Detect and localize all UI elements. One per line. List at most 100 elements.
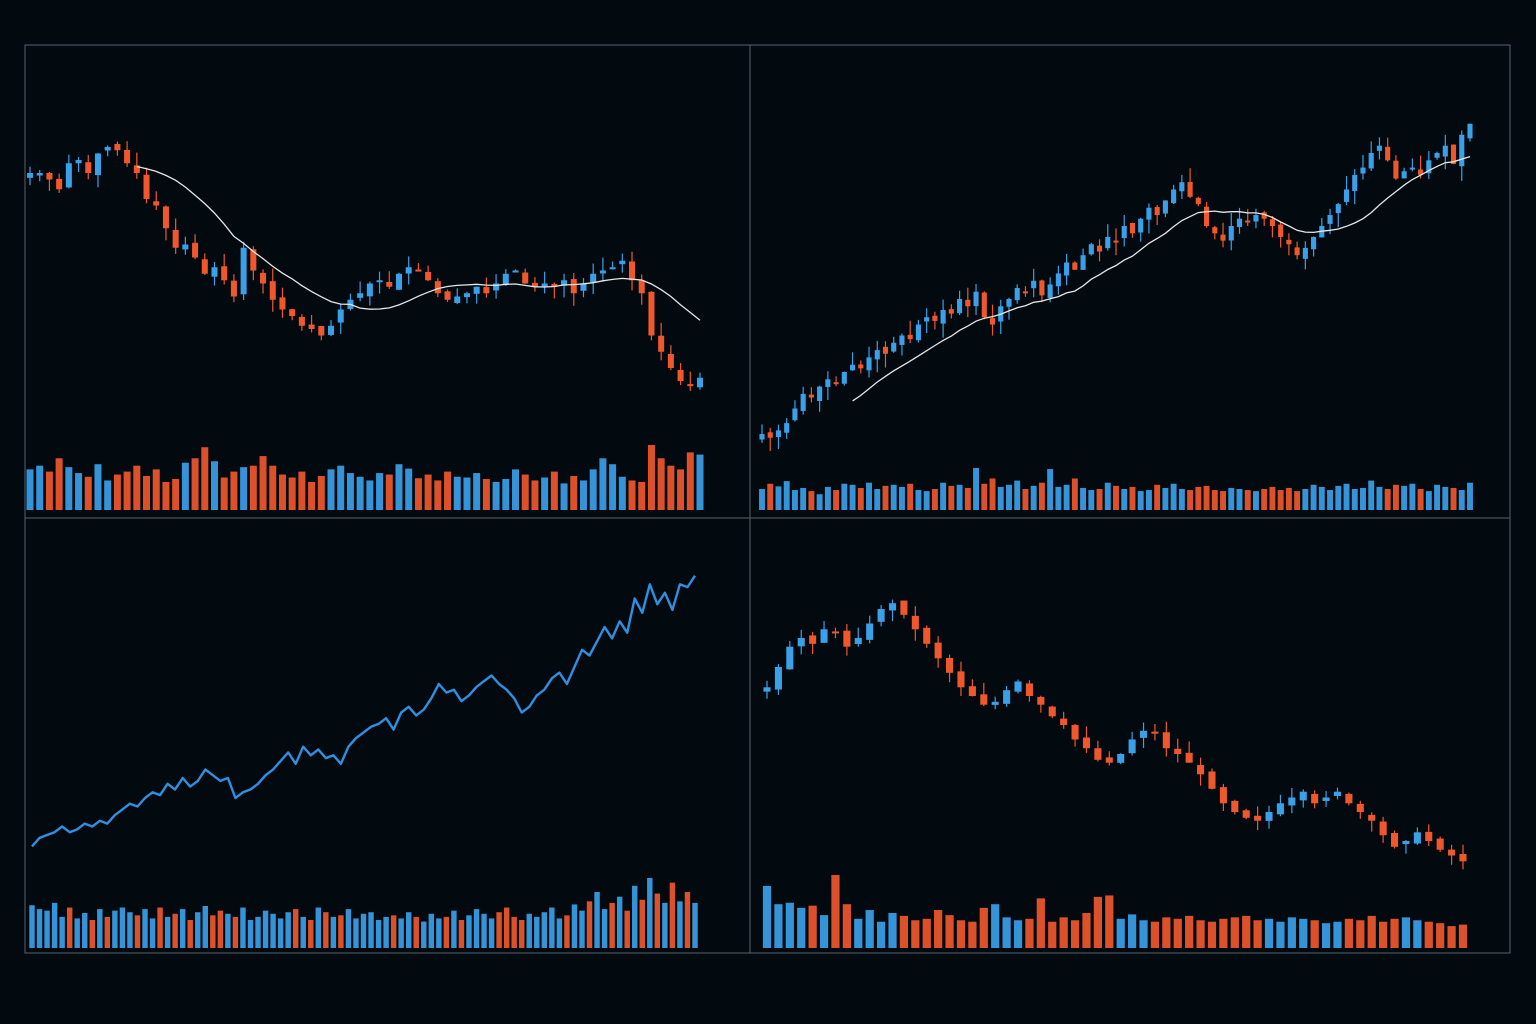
volume-bar [308,481,316,510]
candle-body [911,615,919,630]
volume-bar [97,909,103,948]
candle-body [932,315,938,321]
candle [1094,740,1102,762]
candle [1450,144,1457,165]
candle [1434,151,1440,160]
volume-bar [1178,489,1185,510]
candle-body [877,609,885,622]
candle-body [973,291,979,307]
volume-bar [366,480,374,510]
volume-bar [534,916,540,948]
candle [1220,222,1226,248]
candle [940,299,946,338]
candle-body [1080,255,1086,270]
candle [1195,196,1201,207]
candle [1335,202,1341,228]
candle [831,627,839,639]
candle [1436,836,1444,852]
volume-bar [157,907,163,948]
candle [980,682,988,707]
candle [784,418,790,439]
candle-body [940,309,946,324]
volume-bar [1070,920,1080,948]
volume-bar [647,445,655,510]
volume-bar [1059,917,1068,948]
volume-bar [979,907,988,948]
candle-body [1335,204,1341,214]
volume-bar [149,918,156,948]
volume-bar [1458,490,1465,510]
candle [279,287,286,318]
candle-body [1448,849,1456,856]
volume-bar [1253,920,1262,948]
volume-bar [225,913,231,948]
candle [809,631,817,655]
volume-bar [55,458,63,510]
candle [882,341,889,368]
candle-body [1356,803,1364,812]
volume-bar [1442,486,1449,510]
volume-bar [202,906,208,948]
candle-body [981,292,987,318]
volume-bar [488,918,495,948]
volume-bar [220,477,228,510]
candle-body [1088,244,1094,255]
volume-bar [579,480,587,510]
candle-body [298,316,305,326]
volume-bar [945,915,954,948]
volume-bar [181,462,189,510]
candle-body [797,638,805,647]
candle [318,325,325,341]
candle-body [1208,771,1216,789]
volume-bar [503,907,510,948]
volume-bar [1310,484,1317,510]
candle-body [221,266,228,281]
volume-bar [1401,917,1411,948]
volume-bar [571,904,578,948]
candle-body [882,346,889,354]
volume-bar [1036,898,1045,948]
volume-bar [601,909,608,948]
candle [1299,789,1307,808]
candle [260,269,267,294]
volume-bar [74,918,80,948]
candle-body [609,267,616,270]
volume-bar [1467,482,1473,510]
candle [230,274,237,303]
candle-body [968,686,976,696]
volume-bar [152,469,160,510]
candle-body [957,671,965,688]
candle-body [648,291,655,336]
candle [1302,241,1308,270]
candle [240,241,247,301]
volume-bar [142,909,148,948]
candle [434,278,441,298]
candle [1376,137,1382,160]
candle [289,308,296,321]
candle [570,273,577,306]
candle-body [934,642,942,659]
candle-body [1071,724,1079,740]
candle-body [502,273,509,286]
candle-body [1064,262,1070,276]
candle [767,427,773,451]
candle [957,661,965,696]
volume-bar [482,478,490,510]
candle [1459,130,1465,181]
candle-body [1426,160,1432,174]
volume-bar [1302,489,1309,510]
candle [808,387,814,403]
volume-bar [586,901,593,948]
volume-bar [195,912,201,948]
volume-bar [519,920,525,948]
candle [1276,794,1284,817]
volume-bar [1121,489,1128,510]
candle [1286,233,1292,256]
volume-bar [65,467,73,510]
candle-body [36,173,43,176]
volume-bar [428,913,435,948]
candle-body [1162,200,1168,214]
candle [1071,724,1079,747]
candle-body [820,629,828,643]
candle-body [1327,215,1333,224]
